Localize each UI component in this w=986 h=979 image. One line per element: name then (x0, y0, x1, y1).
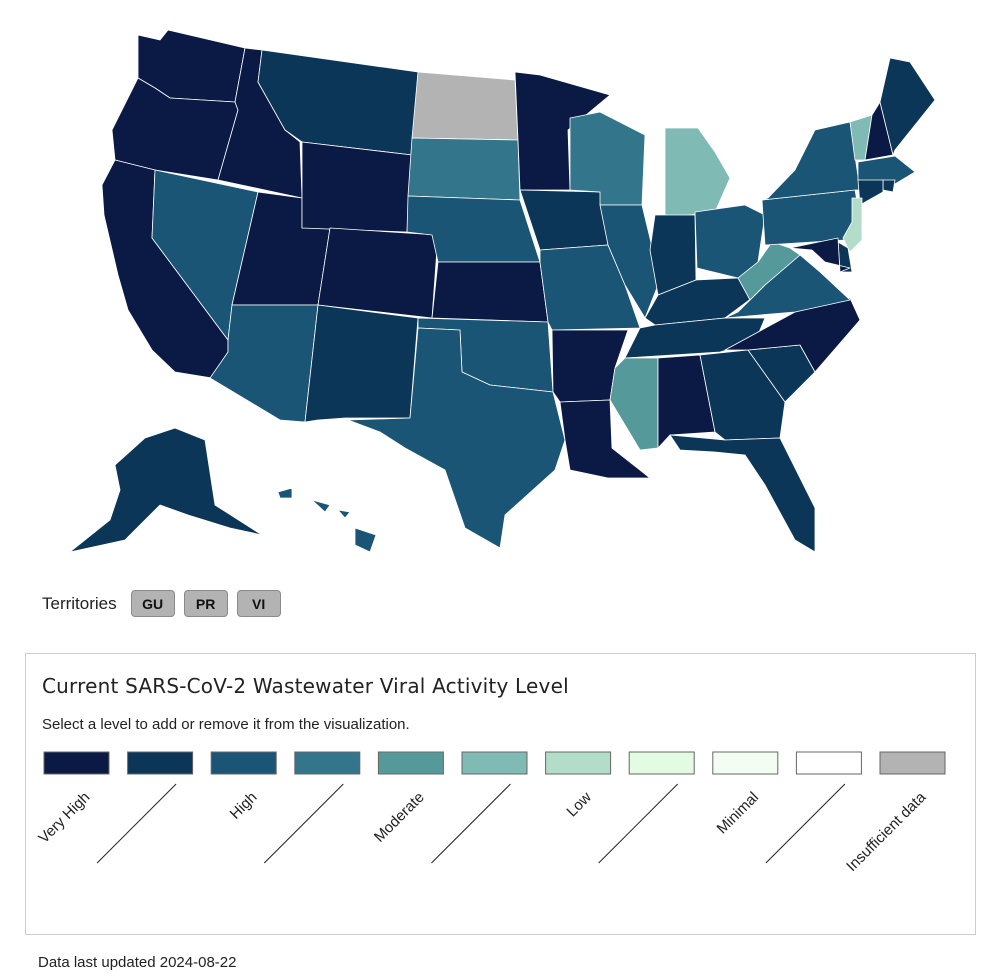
legend-title: Current SARS-CoV-2 Wastewater Viral Acti… (42, 674, 569, 698)
legend-swatch-5[interactable] (461, 751, 528, 775)
state-hi[interactable] (277, 487, 377, 553)
legend-swatch-7[interactable] (628, 751, 695, 775)
legend-separator-line (598, 783, 679, 864)
legend-separator-line (96, 783, 177, 864)
legend-swatch-8[interactable] (712, 751, 779, 775)
state-tx[interactable] (347, 327, 566, 549)
legend-swatch-0[interactable] (43, 751, 110, 775)
territory-vi-button[interactable]: VI (236, 590, 281, 617)
state-la[interactable] (559, 399, 651, 479)
legend-subtitle: Select a level to add or remove it from … (42, 716, 410, 733)
state-ky[interactable] (644, 277, 753, 326)
territories-row: Territories GU PR VI (42, 590, 290, 617)
us-wastewater-map (69, 29, 936, 553)
legend-swatch-6[interactable] (545, 751, 612, 775)
legend-swatch-3[interactable] (294, 751, 361, 775)
territory-pr-button[interactable]: PR (183, 590, 228, 617)
state-sd[interactable] (407, 137, 521, 201)
legend-level-label: Insufficient data (843, 788, 930, 875)
legend-level-label: Moderate (371, 789, 428, 846)
legend-level-label: High (227, 789, 261, 823)
legend-swatch-1[interactable] (127, 751, 194, 775)
state-co[interactable] (317, 227, 439, 319)
territories-label: Territories (42, 593, 117, 613)
legend-level-label: Very High (35, 789, 93, 847)
territory-gu-button[interactable]: GU (130, 590, 175, 617)
state-al[interactable] (657, 354, 716, 449)
state-ct[interactable] (857, 179, 884, 206)
state-ms[interactable] (609, 357, 659, 451)
legend-swatch-2[interactable] (210, 751, 277, 775)
state-wv[interactable] (737, 241, 801, 301)
legend-swatch-10[interactable] (879, 751, 946, 775)
legend-scale: Very High High Moderate Low Minimal Insuffici… (35, 751, 946, 875)
state-ny[interactable] (761, 121, 861, 201)
state-nj[interactable] (842, 197, 863, 253)
legend-level-label: Low (563, 789, 595, 821)
legend-separator-line (431, 783, 511, 864)
state-wy[interactable] (301, 141, 413, 233)
state-wi[interactable] (569, 111, 646, 206)
state-md[interactable] (789, 237, 851, 273)
state-nm[interactable] (304, 304, 419, 423)
legend-separator-line (765, 783, 846, 864)
state-mn[interactable] (514, 71, 611, 191)
legend-separator-line (263, 783, 344, 864)
state-ak[interactable] (69, 427, 263, 553)
state-ks[interactable] (431, 261, 549, 323)
state-ma[interactable] (857, 155, 916, 185)
legend-panel: Current SARS-CoV-2 Wastewater Viral Acti… (25, 653, 976, 935)
state-nd[interactable] (411, 71, 519, 141)
state-ri[interactable] (882, 179, 896, 193)
legend-swatch-4[interactable] (377, 751, 444, 775)
state-me[interactable] (879, 57, 936, 156)
state-fl[interactable] (669, 434, 816, 553)
legend-swatch-9[interactable] (795, 751, 862, 775)
last-updated-text: Data last updated 2024-08-22 (38, 954, 237, 971)
states-layer (69, 29, 936, 553)
state-mi[interactable] (664, 127, 731, 219)
legend-level-label: Minimal (714, 789, 763, 838)
